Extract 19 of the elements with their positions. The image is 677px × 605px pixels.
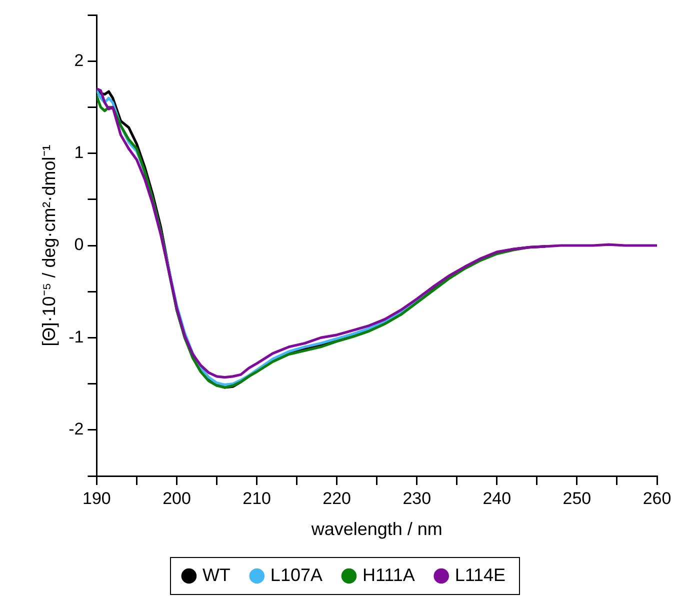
y-tick-label: 1 xyxy=(74,142,84,162)
legend-label: L114E xyxy=(454,564,506,585)
x-tick-label: 240 xyxy=(482,488,512,508)
legend-label: H111A xyxy=(362,564,415,585)
y-tick-label: -2 xyxy=(68,420,84,439)
x-tick-label: 210 xyxy=(242,488,271,508)
y-tick-label: 0 xyxy=(74,235,84,254)
legend-label: L107A xyxy=(270,564,322,585)
x-axis-title: wavelength / nm xyxy=(310,519,442,540)
y-tick-label: 2 xyxy=(74,50,84,70)
x-tick-label: 220 xyxy=(322,488,352,508)
x-tick-label: 250 xyxy=(562,488,592,508)
legend-label: WT xyxy=(202,564,230,585)
x-tick-label: 230 xyxy=(402,488,432,508)
x-tick-label: 260 xyxy=(642,488,672,508)
y-axis-title: [Θ]·10⁻⁵ / deg·cm²·dmol⁻¹ xyxy=(38,144,59,346)
x-tick-label: 190 xyxy=(82,488,111,508)
y-tick-label: -1 xyxy=(68,327,84,346)
x-tick-label: 200 xyxy=(162,488,191,508)
